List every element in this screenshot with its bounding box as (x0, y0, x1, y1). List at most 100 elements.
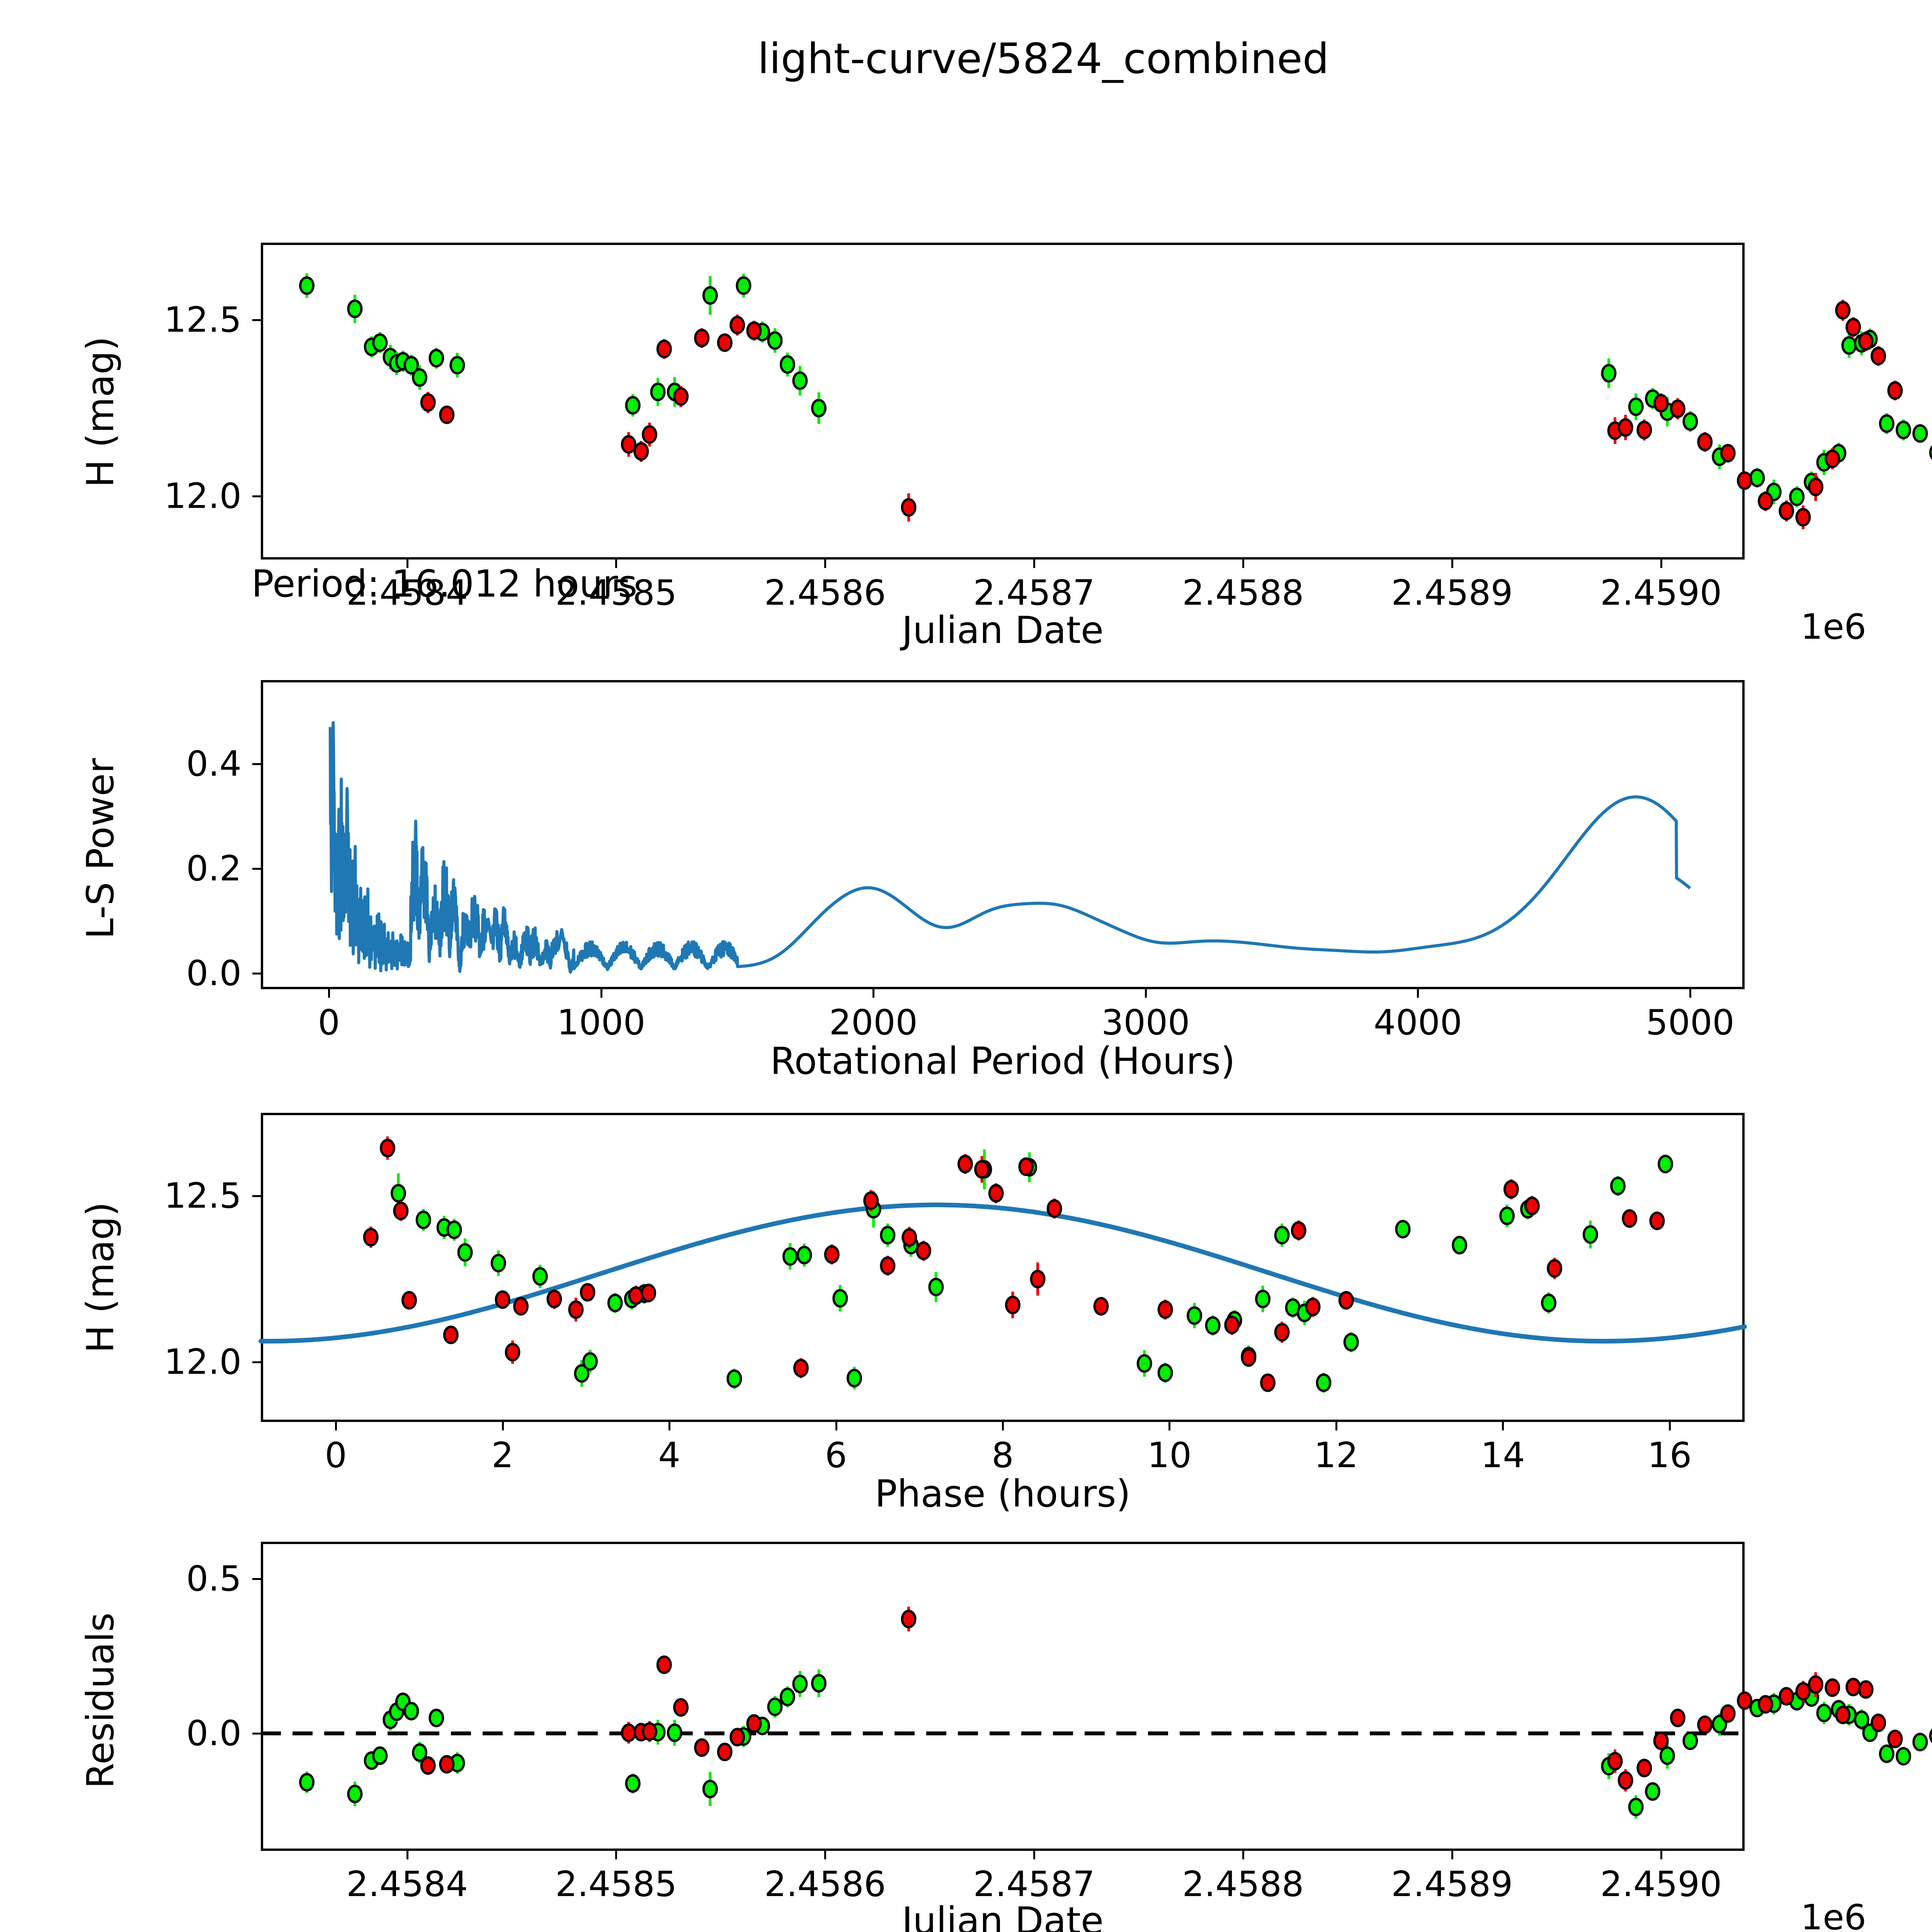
data-point (1871, 347, 1886, 366)
data-point (1845, 318, 1861, 337)
data-point (656, 1655, 672, 1674)
data-point (702, 1780, 718, 1798)
x-tick-mark (1502, 1422, 1504, 1430)
data-point (1896, 1747, 1912, 1766)
data-point (792, 371, 808, 390)
data-point (625, 1774, 641, 1793)
data-point (1720, 444, 1736, 463)
data-point (1912, 1733, 1928, 1752)
data-point (746, 321, 762, 340)
data-point (372, 1746, 388, 1765)
panel-light-curve (261, 243, 1932, 560)
x-tick-label: 2.4585 (555, 573, 677, 613)
data-point (1653, 1731, 1669, 1750)
x-tick-label: 0 (325, 1435, 347, 1476)
data-point (1653, 394, 1669, 413)
data-point (880, 1226, 896, 1245)
data-point (401, 1291, 417, 1310)
y-tick-label: 12.0 (164, 476, 242, 517)
data-point (446, 1220, 462, 1239)
panel1-axes-frame (261, 243, 1745, 560)
x-tick-label: 2.4587 (973, 1864, 1095, 1905)
x-tick-label: 5000 (1646, 1002, 1735, 1043)
periodogram-line (328, 721, 1692, 974)
data-point (779, 355, 795, 374)
data-point (347, 1784, 363, 1803)
data-point (1858, 1680, 1874, 1699)
data-point (1697, 1715, 1713, 1734)
data-point (429, 349, 444, 367)
panel4-x-axis-label: Julian Date (901, 1899, 1104, 1932)
data-point (1697, 432, 1713, 451)
y-tick-mark (252, 319, 261, 321)
data-point (1338, 1291, 1354, 1310)
data-point (1912, 424, 1928, 443)
x-tick-label: 8 (992, 1435, 1014, 1476)
data-point (393, 1201, 409, 1220)
y-tick-label: 12.5 (164, 1175, 242, 1216)
data-point (730, 1728, 745, 1747)
data-point (607, 1294, 623, 1313)
x-tick-label: 12 (1314, 1435, 1359, 1476)
y-tick-mark (252, 763, 261, 765)
data-point (1607, 1752, 1623, 1770)
data-point (730, 316, 745, 335)
panel2-x-axis-label: Rotational Period (Hours) (770, 1039, 1235, 1083)
x-tick-mark (615, 560, 617, 568)
data-point (439, 1755, 455, 1774)
x-tick-mark (1242, 560, 1244, 568)
data-point (1093, 1297, 1109, 1316)
data-point (1682, 412, 1698, 431)
x-tick-label: 3000 (1101, 1002, 1190, 1043)
data-point (1005, 1296, 1020, 1315)
x-tick-mark (668, 1422, 671, 1430)
data-point (1670, 1709, 1685, 1727)
data-point (916, 1241, 932, 1260)
data-point (1658, 1155, 1673, 1173)
data-point (1524, 1196, 1540, 1215)
x-tick-label: 4 (658, 1435, 680, 1476)
data-point (546, 1289, 562, 1308)
x-tick-mark (824, 1851, 827, 1859)
series-g (299, 1669, 1932, 1819)
data-point (347, 299, 363, 318)
panel1-plot-area (299, 273, 1932, 529)
x-tick-mark (1660, 560, 1662, 568)
data-point (782, 1247, 798, 1266)
x-tick-label: 2 (491, 1435, 514, 1476)
data-point (1617, 1771, 1633, 1790)
data-point (457, 1243, 473, 1262)
series-r (420, 299, 1903, 529)
panel1-x-offset-label: 1e6 (1801, 607, 1866, 647)
data-point (702, 286, 718, 305)
x-tick-mark (1668, 1422, 1671, 1430)
data-point (1835, 301, 1851, 320)
data-point (1841, 336, 1857, 355)
data-point (793, 1359, 809, 1378)
data-point (1018, 1157, 1034, 1176)
data-point (415, 1210, 431, 1229)
data-point (811, 399, 827, 418)
data-point (1610, 1177, 1626, 1196)
x-tick-label: 2.4586 (764, 573, 886, 613)
data-point (1582, 1225, 1598, 1244)
data-point (1274, 1323, 1290, 1342)
x-tick-mark (1145, 989, 1147, 998)
data-point (505, 1343, 520, 1362)
data-point (299, 276, 315, 295)
series-r (363, 1136, 1665, 1392)
data-point (1682, 1731, 1698, 1750)
data-point (1929, 445, 1932, 460)
y-tick-label: 0.5 (186, 1558, 242, 1599)
data-point (1636, 420, 1652, 439)
data-point (580, 1283, 595, 1302)
panel4-plot-area (261, 1607, 1932, 1819)
data-point (767, 1697, 783, 1716)
x-tick-mark (1335, 1422, 1337, 1430)
y-tick-mark (252, 1361, 261, 1364)
x-tick-label: 2.4589 (1391, 573, 1513, 613)
data-point (495, 1290, 510, 1309)
data-point (1825, 449, 1840, 468)
y-tick-mark (252, 1195, 261, 1197)
x-tick-mark (615, 1851, 617, 1859)
